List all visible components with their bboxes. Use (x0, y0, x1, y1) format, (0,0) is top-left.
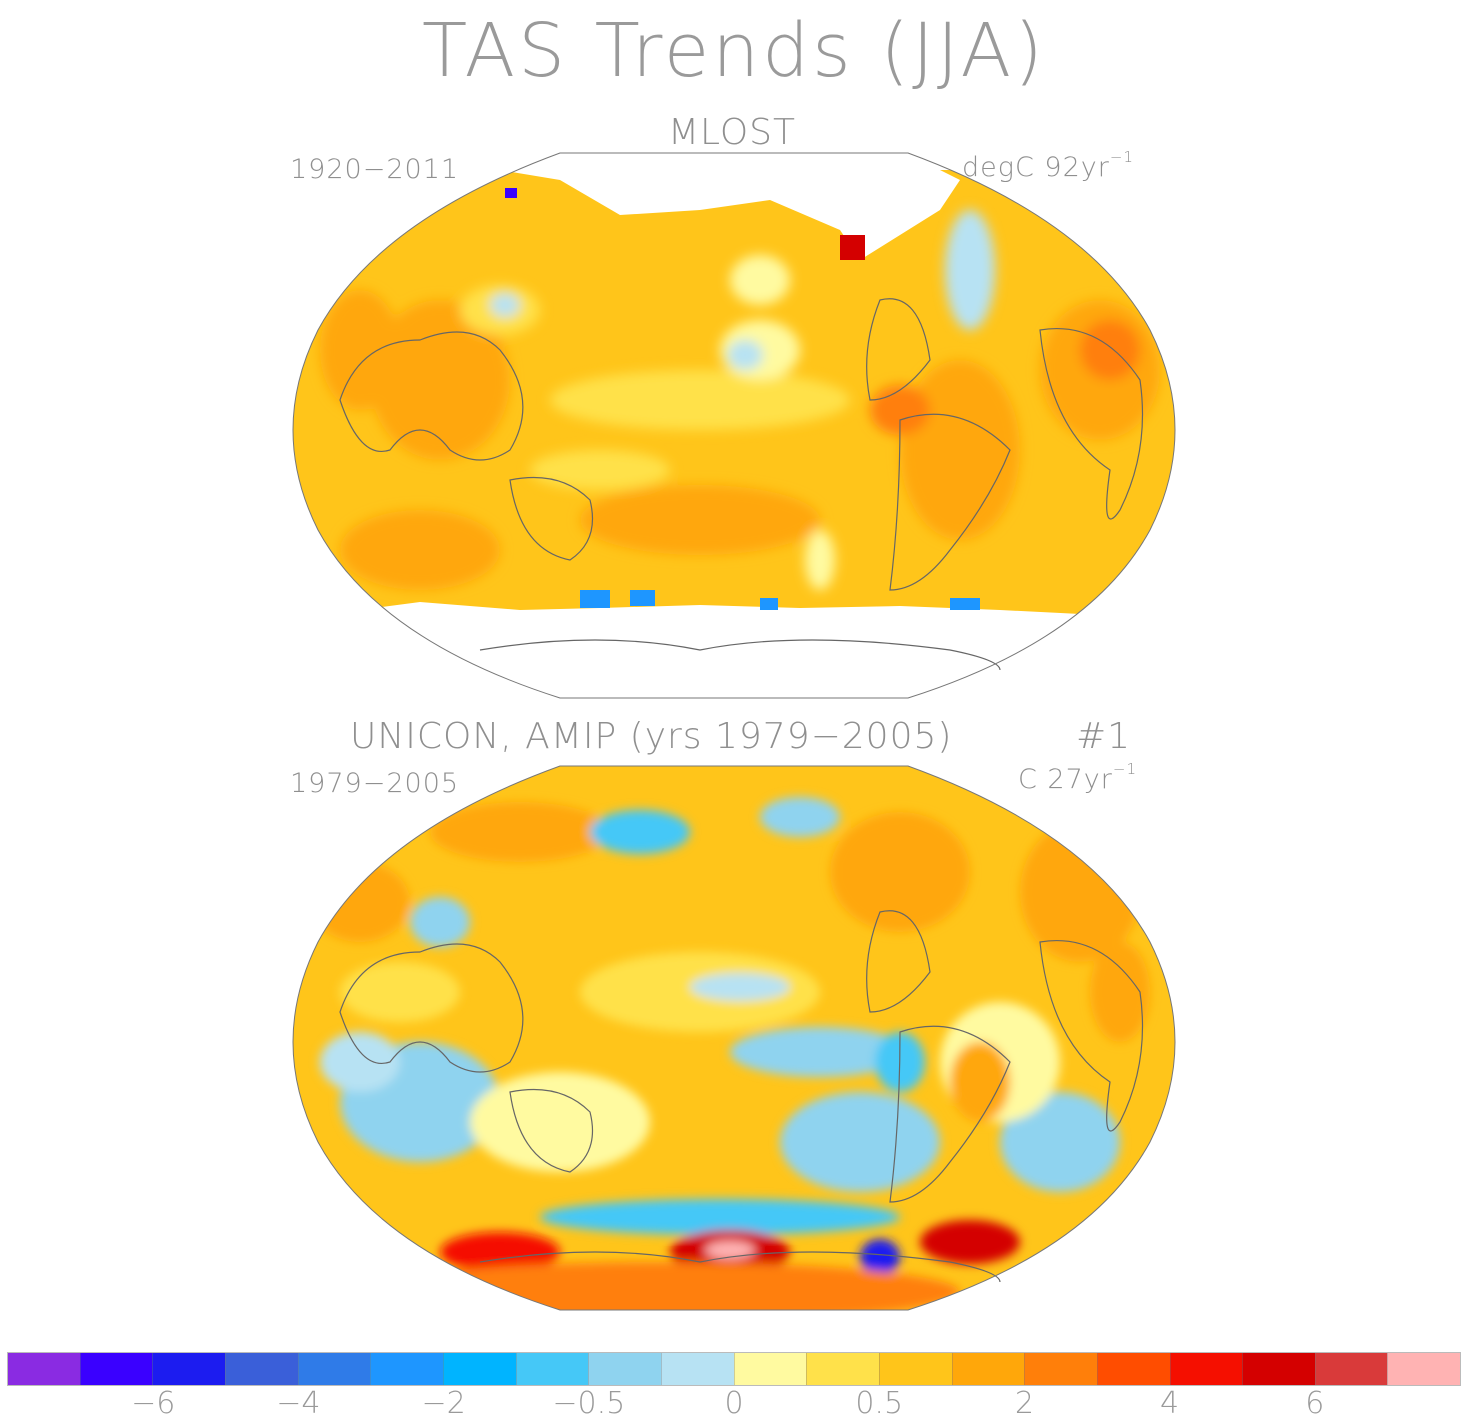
panel-1-units-label: degC 92yr−1 (962, 148, 1134, 183)
panel-1-period-label: 1920−2011 (290, 154, 460, 185)
colorbar-tick-label: 6 (1305, 1386, 1325, 1421)
colorbar-segment (588, 1353, 661, 1385)
colorbar-segment (442, 1353, 516, 1385)
colorbar-segment (8, 1353, 80, 1385)
colorbar-segment (79, 1353, 153, 1385)
colorbar-segment (660, 1353, 734, 1385)
colorbar-segment (1169, 1353, 1243, 1385)
colorbar-tick-label: −6 (131, 1386, 176, 1421)
colorbar-segment (370, 1353, 443, 1385)
colorbar-segment (733, 1353, 807, 1385)
colorbar-segment (515, 1353, 589, 1385)
panel-2-period-label: 1979−2005 (290, 768, 460, 799)
panel-2-map (292, 765, 1176, 1311)
colorbar-segment (297, 1353, 371, 1385)
figure-title: TAS Trends (JJA) (422, 8, 1046, 94)
colorbar-segment (951, 1353, 1025, 1385)
colorbar-segment (1096, 1353, 1170, 1385)
colorbar-segment (152, 1353, 225, 1385)
panel-2-run-label: #1 (1076, 716, 1132, 757)
colorbar-tick-label: 4 (1160, 1386, 1180, 1421)
colorbar-segment (878, 1353, 952, 1385)
panel-1-title: MLOST (668, 112, 797, 153)
colorbar-tick-label: 0.5 (855, 1386, 904, 1421)
colorbar-segment (224, 1353, 298, 1385)
colorbar-tick-label: −4 (276, 1386, 321, 1421)
colorbar-tick-label: 2 (1014, 1386, 1034, 1421)
colorbar (7, 1352, 1461, 1386)
panel-2-title: UNICON, AMIP (yrs 1979−2005) (350, 716, 953, 757)
colorbar-segment (1024, 1353, 1097, 1385)
colorbar-segment (1387, 1353, 1461, 1385)
colorbar-segment (1242, 1353, 1315, 1385)
colorbar-tick-label: 0 (724, 1386, 744, 1421)
colorbar-tick-label: −2 (421, 1386, 466, 1421)
colorbar-tick-label: −0.5 (552, 1386, 626, 1421)
colorbar-segment (806, 1353, 879, 1385)
panel-1-map (292, 152, 1176, 699)
panel-2-units-label: C 27yr−1 (1018, 760, 1137, 795)
colorbar-segment (1314, 1353, 1388, 1385)
